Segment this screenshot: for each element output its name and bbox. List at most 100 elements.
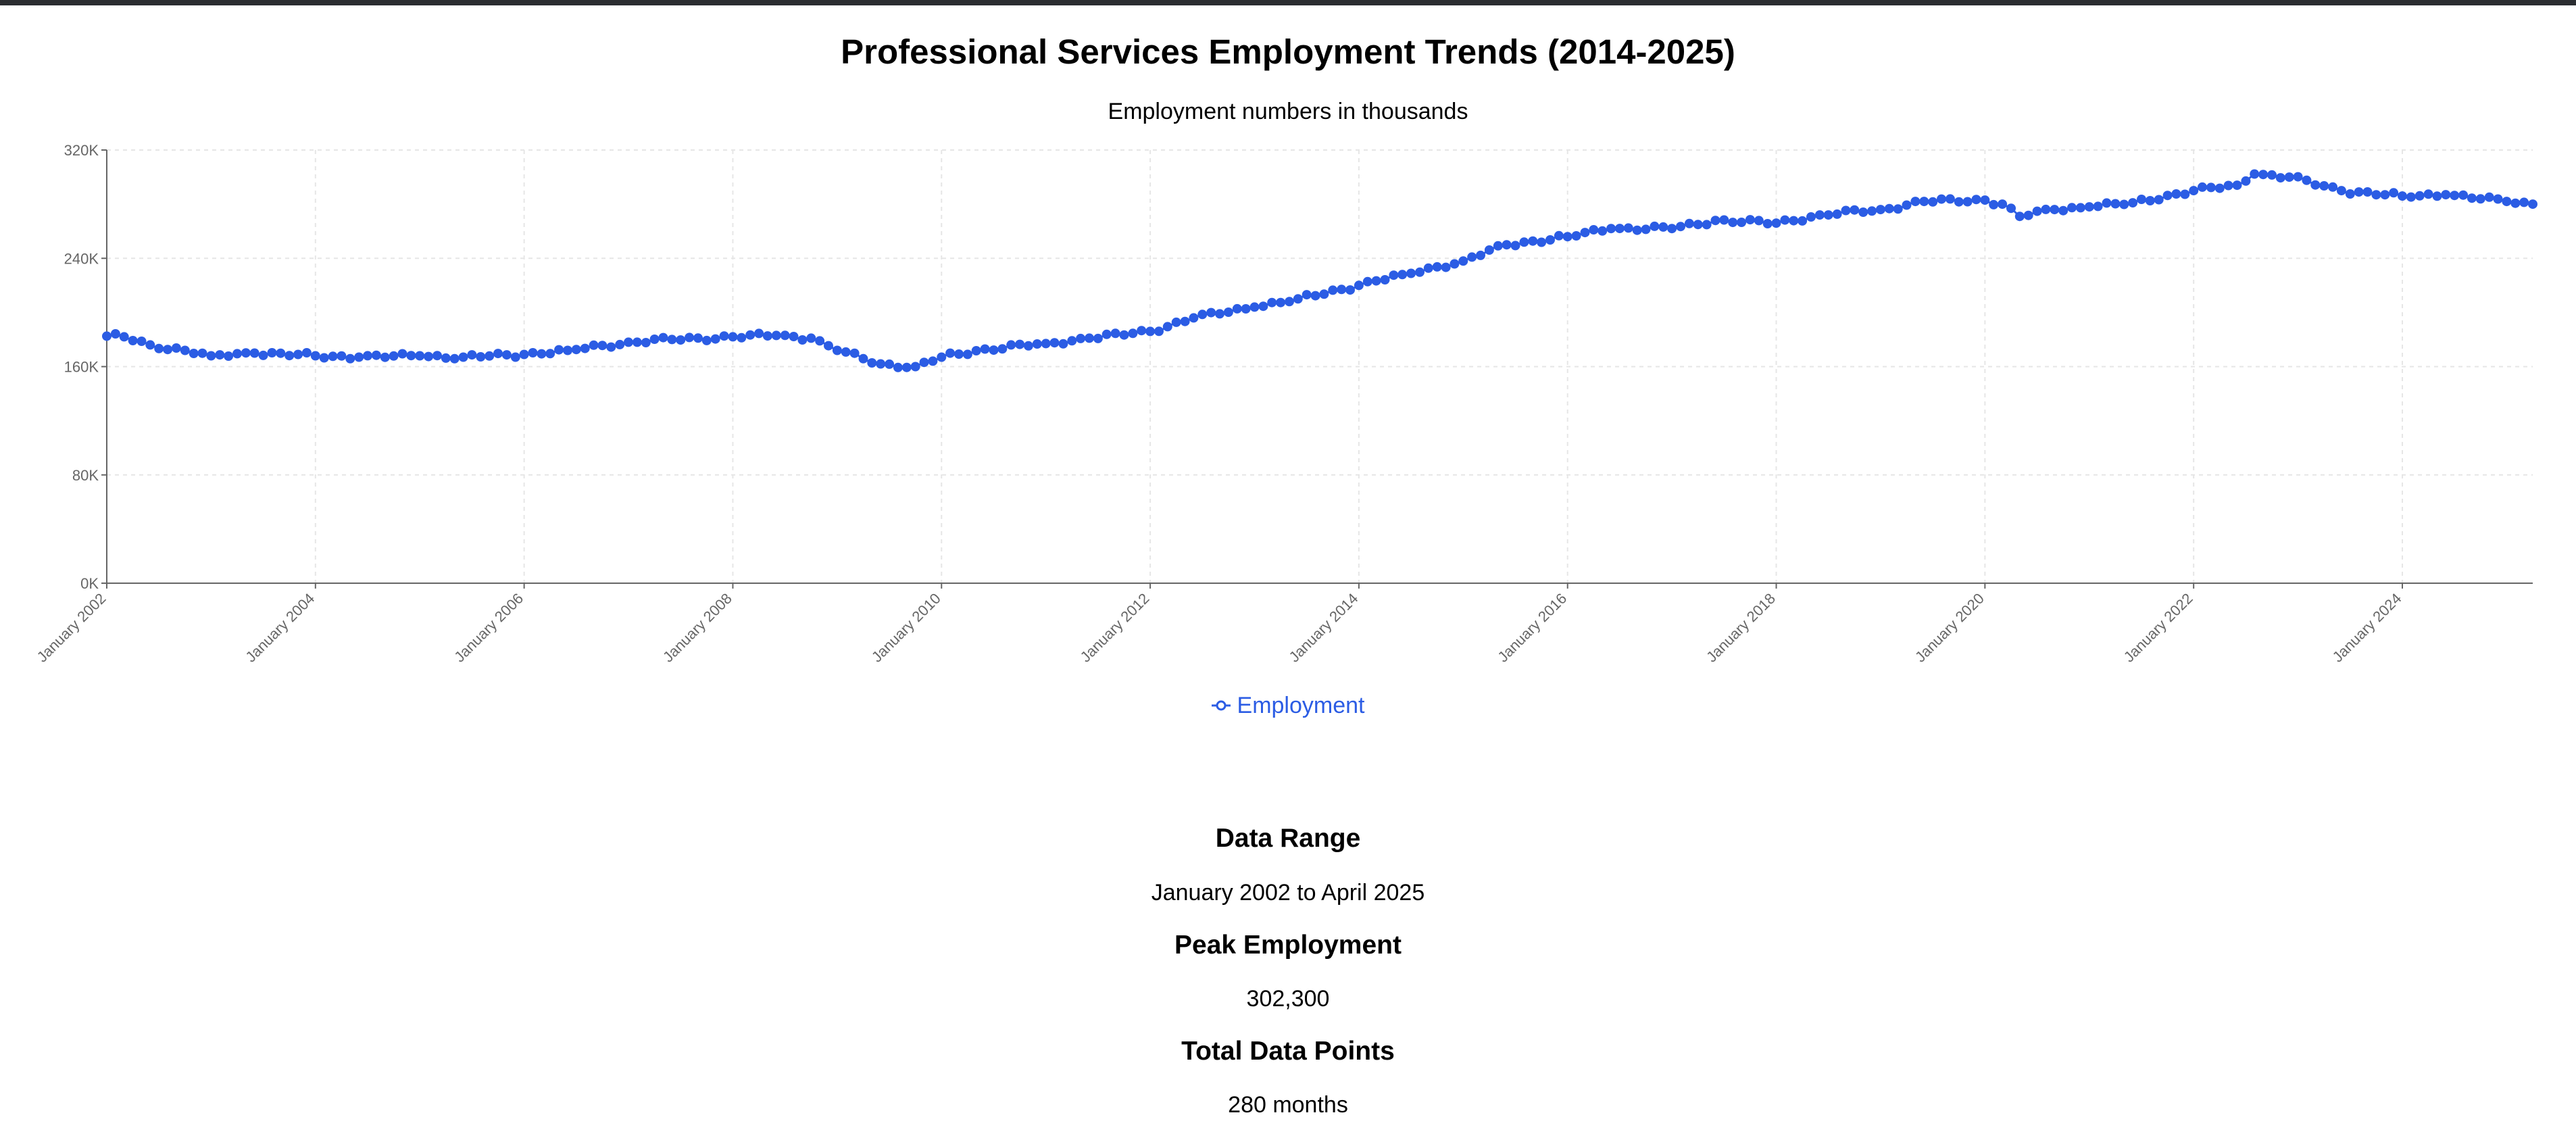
data-point <box>997 344 1008 354</box>
data-point <box>1719 215 1729 225</box>
data-point <box>432 351 442 361</box>
data-point <box>1597 226 1608 236</box>
data-point <box>2128 198 2138 208</box>
data-point <box>2093 201 2103 212</box>
data-point <box>1371 276 1381 286</box>
data-point <box>2014 212 2025 222</box>
data-point <box>745 330 756 340</box>
data-point <box>215 350 225 360</box>
data-point <box>1467 252 1477 262</box>
data-range-value: January 2002 to April 2025 <box>1151 880 1425 906</box>
data-point <box>580 343 590 353</box>
data-point <box>1197 310 1208 320</box>
data-point <box>1658 222 1668 232</box>
data-point <box>1362 276 1372 287</box>
data-point <box>1989 199 1999 209</box>
data-point <box>2162 191 2173 201</box>
data-point <box>1206 307 1216 318</box>
data-point <box>2362 187 2373 197</box>
data-point <box>406 351 416 361</box>
data-point <box>2154 195 2164 205</box>
data-point <box>1806 212 1816 222</box>
data-point <box>1032 339 1042 349</box>
y-tick-label: 160K <box>64 359 99 376</box>
data-point <box>832 345 842 355</box>
data-point <box>545 349 555 359</box>
data-point <box>310 351 320 361</box>
data-point <box>1119 330 1129 340</box>
data-point <box>2102 198 2112 208</box>
data-point <box>1554 230 1564 241</box>
data-point <box>789 332 799 341</box>
total-data-points-value: 280 months <box>1228 1092 1348 1118</box>
data-point <box>1589 225 1599 234</box>
data-point <box>180 345 190 355</box>
data-point <box>1171 317 1181 327</box>
data-point <box>2171 189 2181 199</box>
x-tick-label: January 2022 <box>2121 590 2196 666</box>
data-point <box>1928 197 1938 207</box>
data-point <box>1293 294 1303 304</box>
data-point <box>232 349 242 359</box>
data-point <box>449 353 460 364</box>
data-point <box>1328 285 1338 295</box>
data-point <box>528 348 538 357</box>
data-point <box>1893 204 1903 214</box>
data-point <box>485 351 495 361</box>
data-point <box>1389 270 1399 280</box>
data-point <box>163 345 173 355</box>
data-point <box>893 362 903 372</box>
data-point <box>467 350 477 360</box>
data-point <box>2206 182 2216 193</box>
data-point <box>206 351 216 361</box>
data-point <box>885 359 895 369</box>
data-point <box>1023 341 1033 351</box>
data-point <box>1676 222 1685 232</box>
data-point <box>937 352 947 362</box>
y-tick-label: 0K <box>80 575 99 592</box>
data-point <box>249 348 259 358</box>
x-tick-label: January 2012 <box>1077 590 1153 666</box>
data-point <box>1302 290 1312 300</box>
data-point <box>1789 216 1799 226</box>
data-point <box>1710 216 1720 226</box>
legend-line-dot-icon <box>1211 700 1231 711</box>
data-point <box>597 341 608 351</box>
data-point <box>1632 225 1642 235</box>
data-point <box>371 350 381 360</box>
data-point <box>867 358 877 368</box>
data-point <box>1650 221 1660 231</box>
data-point <box>2502 197 2512 207</box>
data-point <box>1406 268 1416 278</box>
data-point <box>2180 189 2190 199</box>
data-point <box>1998 199 2008 209</box>
data-point <box>989 345 999 355</box>
data-point <box>1954 197 1964 207</box>
data-point <box>901 362 912 372</box>
data-point <box>571 345 581 355</box>
data-point <box>363 351 372 361</box>
data-point <box>2050 205 2060 215</box>
data-point <box>1476 250 1485 260</box>
peak-employment-value: 302,300 <box>1246 986 1330 1012</box>
x-tick-label: January 2014 <box>1285 590 1361 666</box>
data-point <box>2145 196 2155 205</box>
data-point <box>1693 220 1703 230</box>
data-point <box>145 340 155 350</box>
chart-title: Professional Services Employment Trends … <box>841 32 1735 71</box>
data-point <box>849 348 860 358</box>
data-point <box>806 333 816 343</box>
data-point <box>2241 176 2251 186</box>
data-point <box>919 357 929 368</box>
data-point <box>658 332 668 343</box>
data-point <box>1780 215 1790 225</box>
data-point <box>1067 336 1077 346</box>
data-point <box>2214 183 2225 193</box>
chart-legend[interactable]: Employment <box>0 691 2576 720</box>
data-point <box>1101 329 1112 339</box>
data-point <box>1502 240 1512 250</box>
data-range-heading: Data Range <box>1215 824 1361 853</box>
data-point <box>2250 169 2260 179</box>
data-point <box>2023 210 2033 220</box>
data-point <box>841 347 851 357</box>
